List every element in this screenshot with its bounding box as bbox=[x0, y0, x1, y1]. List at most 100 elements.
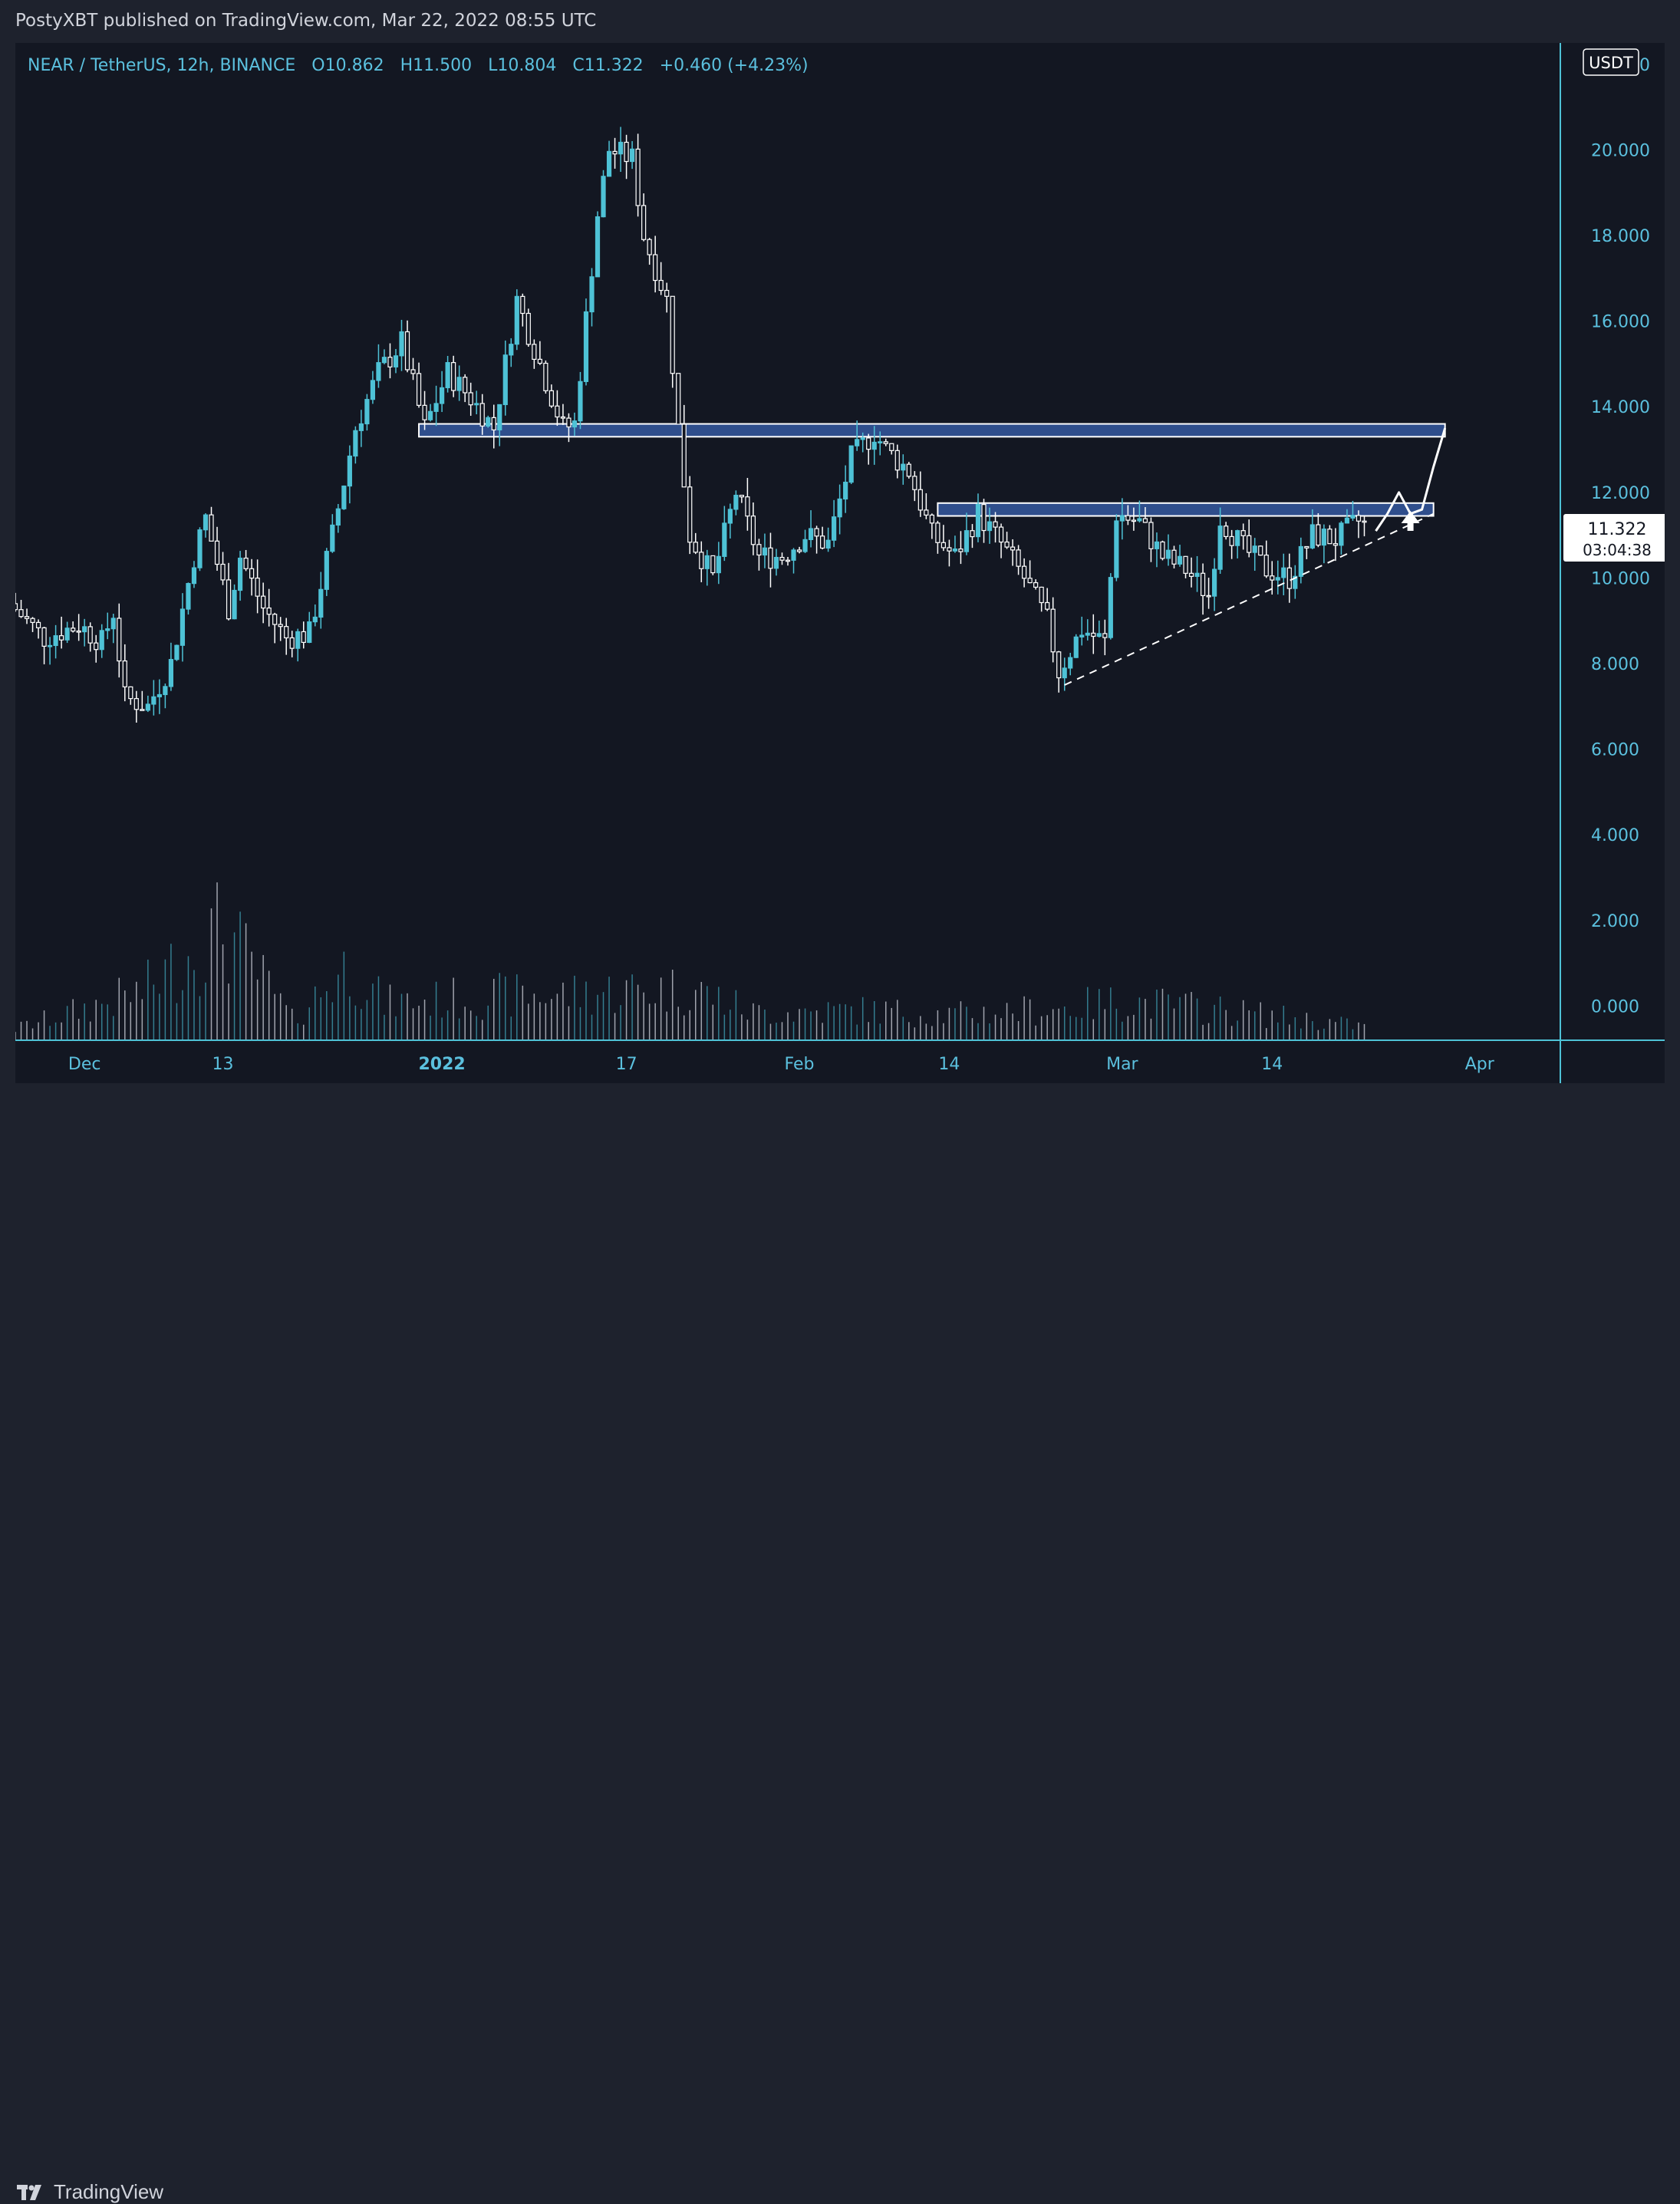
candle-body bbox=[537, 358, 542, 364]
candle-body bbox=[555, 405, 560, 418]
candle-body bbox=[1148, 522, 1154, 549]
candle-body bbox=[560, 416, 566, 419]
candle-body bbox=[1073, 636, 1079, 658]
candle-body bbox=[1165, 549, 1171, 559]
candle-body bbox=[255, 577, 260, 597]
candle-body bbox=[82, 626, 87, 633]
candle-body bbox=[1258, 545, 1263, 556]
candle-body bbox=[1125, 515, 1131, 521]
candle-body bbox=[163, 686, 168, 696]
symbol-legend: NEAR / TetherUS, 12h, BINANCE O10.862 H1… bbox=[28, 56, 809, 75]
candle-body bbox=[548, 390, 554, 407]
candle-body bbox=[456, 377, 462, 391]
candle-body bbox=[381, 357, 387, 364]
candle-body bbox=[566, 417, 572, 428]
y-tick-label: 2.000 bbox=[1591, 912, 1639, 931]
ascending-trendline[interactable] bbox=[1064, 512, 1435, 686]
candle-body bbox=[1177, 555, 1183, 565]
candle-body bbox=[24, 616, 30, 619]
currency-badge[interactable]: USDT bbox=[1583, 48, 1639, 76]
candle-body bbox=[791, 549, 796, 561]
candle-body bbox=[312, 616, 318, 623]
candle-body bbox=[583, 311, 589, 382]
candle-body bbox=[866, 437, 871, 450]
candle-body bbox=[1062, 667, 1067, 679]
candle-body bbox=[1286, 567, 1292, 589]
candle-body bbox=[502, 354, 508, 406]
candle-body bbox=[479, 403, 485, 427]
candle-body bbox=[197, 529, 203, 568]
last-price-value: 11.322 bbox=[1588, 520, 1647, 539]
last-price-tag: 11.322 03:04:38 bbox=[1563, 514, 1665, 562]
symbol-name: NEAR / TetherUS, 12h, BINANCE bbox=[28, 56, 295, 75]
candle-body bbox=[261, 595, 266, 609]
candle-body bbox=[1183, 555, 1188, 574]
candle-body bbox=[1252, 545, 1257, 553]
candle-body bbox=[330, 524, 335, 552]
candle-body bbox=[947, 547, 952, 552]
candle-body bbox=[572, 420, 578, 428]
candle-body bbox=[71, 628, 76, 632]
currency-label: USDT bbox=[1589, 54, 1633, 72]
candle-body bbox=[451, 362, 456, 391]
candle-body bbox=[883, 441, 888, 444]
candle-body bbox=[364, 399, 370, 425]
candle-body bbox=[710, 555, 716, 574]
y-tick-label: 20.000 bbox=[1591, 141, 1650, 160]
candle-body bbox=[901, 463, 906, 471]
candle-body bbox=[497, 404, 502, 431]
candle-body bbox=[353, 430, 358, 457]
candle-body bbox=[307, 621, 312, 643]
candlestick-chart[interactable]: 22.00020.00018.00016.00014.00012.00010.0… bbox=[15, 43, 1665, 1083]
candle-body bbox=[912, 476, 917, 490]
candle-body bbox=[532, 344, 537, 360]
candle-body bbox=[681, 423, 687, 488]
candle-body bbox=[693, 542, 698, 553]
candle-body bbox=[1339, 522, 1344, 546]
candle-body bbox=[347, 455, 352, 487]
candle-body bbox=[1194, 572, 1200, 577]
candle-body bbox=[433, 403, 439, 412]
candle-body bbox=[1154, 541, 1160, 549]
candle-body bbox=[1217, 525, 1223, 570]
candle-body bbox=[768, 547, 773, 569]
x-tick-label: 14 bbox=[1261, 1055, 1283, 1074]
candle-body bbox=[1327, 529, 1332, 545]
ohlc-close: C11.322 bbox=[572, 56, 643, 75]
candle-body bbox=[635, 148, 641, 206]
candle-body bbox=[53, 635, 58, 647]
candle-body bbox=[878, 441, 883, 443]
y-tick-label: 16.000 bbox=[1591, 313, 1650, 332]
candle-body bbox=[1016, 549, 1021, 567]
arrow-up-icon[interactable] bbox=[1401, 511, 1420, 532]
candle-body bbox=[145, 703, 150, 711]
candle-body bbox=[64, 628, 70, 641]
candle-body bbox=[243, 557, 249, 569]
time-axis[interactable]: Dec 13 2022 17 Feb 14 Mar 14 Apr bbox=[68, 1055, 1495, 1074]
candle-body bbox=[796, 549, 802, 552]
candle-body bbox=[1004, 541, 1010, 548]
candle-body bbox=[993, 521, 998, 528]
candle-body bbox=[1142, 518, 1148, 523]
tradingview-brand[interactable]: TradingView bbox=[17, 2180, 163, 2204]
candle-body bbox=[445, 362, 450, 389]
y-tick-label: 0.000 bbox=[1591, 997, 1639, 1016]
x-tick-label: Dec bbox=[68, 1055, 101, 1074]
candle-body bbox=[1091, 632, 1096, 637]
candle-body bbox=[964, 530, 970, 552]
candle-body bbox=[76, 630, 81, 633]
candle-body bbox=[427, 410, 433, 420]
candle-body bbox=[272, 614, 278, 625]
candle-body bbox=[1309, 524, 1315, 549]
candle-body bbox=[958, 549, 964, 552]
candle-body bbox=[1102, 633, 1108, 638]
candle-body bbox=[606, 150, 612, 177]
candle-body bbox=[1188, 572, 1194, 577]
y-tick-label: 12.000 bbox=[1591, 484, 1650, 503]
y-tick-label: 18.000 bbox=[1591, 227, 1650, 246]
candle-body bbox=[209, 514, 214, 542]
publisher-caption: PostyXBT published on TradingView.com, M… bbox=[15, 11, 597, 31]
candle-body bbox=[393, 355, 399, 367]
resistance-zone[interactable] bbox=[937, 502, 1435, 517]
x-tick-label: 13 bbox=[212, 1055, 234, 1074]
